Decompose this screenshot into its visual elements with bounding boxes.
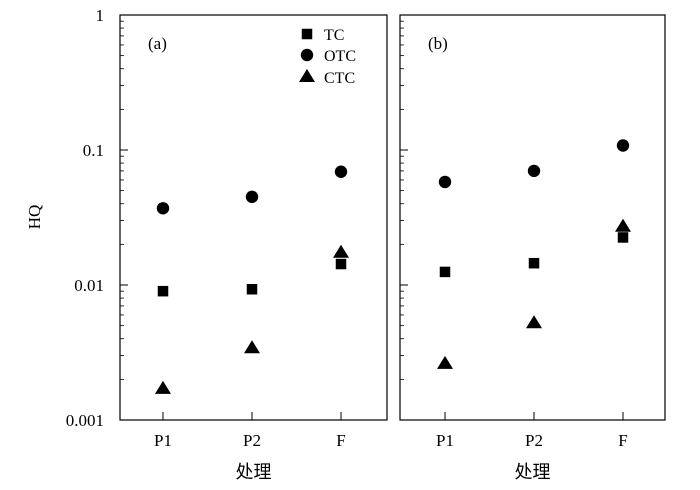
panel-a-x-tick-label: F — [336, 431, 345, 450]
panel-a-point-tc — [157, 285, 169, 297]
panel-a-point-otc — [156, 202, 170, 215]
panel-b-frame — [399, 14, 666, 421]
panel-a-point-otc — [334, 165, 348, 178]
legend-marker-otc — [300, 48, 314, 62]
panel-a-point-otc — [245, 190, 259, 204]
y-tick-label: 0.1 — [83, 141, 104, 160]
legend-label-otc: OTC — [324, 48, 356, 65]
panel-b-label: (b) — [428, 34, 448, 53]
panel-a-frame — [119, 14, 388, 421]
y-tick-label: 0.01 — [74, 276, 104, 295]
panel-b-x-tick-label: F — [618, 431, 627, 450]
panel-a-x-tick-label: P2 — [243, 431, 261, 450]
panel-a-x-tick-label: P1 — [154, 431, 172, 450]
panel-b-point-otc — [438, 175, 452, 189]
y-tick-label: 0.001 — [66, 411, 104, 430]
legend-marker-tc — [301, 28, 313, 40]
panel-a-x-axis-label: 处理 — [236, 462, 272, 483]
panel-b-point-ctc — [615, 218, 631, 232]
panel-a-label: (a) — [148, 34, 167, 53]
panel-b-x-tick-label: P1 — [436, 431, 454, 450]
panel-b-point-otc — [616, 139, 630, 152]
legend-label-ctc: CTC — [324, 70, 355, 87]
panel-b-point-otc — [527, 164, 541, 178]
legend-marker-ctc — [299, 68, 315, 82]
panel-b-x-tick-label: P2 — [525, 431, 543, 450]
y-axis-label: HQ — [25, 205, 44, 230]
legend-label-tc: TC — [324, 27, 344, 44]
panel-a-point-tc — [335, 258, 347, 270]
panel-a-point-ctc — [333, 244, 349, 258]
panel-b-point-tc — [439, 266, 451, 278]
panel-b-point-ctc — [526, 315, 542, 329]
panel-b-x-axis-label: 处理 — [515, 462, 551, 483]
panel-a-point-ctc — [155, 380, 171, 394]
panel-a-point-ctc — [244, 340, 260, 354]
y-tick-label: 1 — [96, 6, 105, 25]
panel-b-point-ctc — [437, 355, 453, 369]
panel-b-point-tc — [617, 232, 629, 243]
panel-a-point-tc — [246, 284, 258, 295]
panel-b-point-tc — [528, 257, 540, 269]
